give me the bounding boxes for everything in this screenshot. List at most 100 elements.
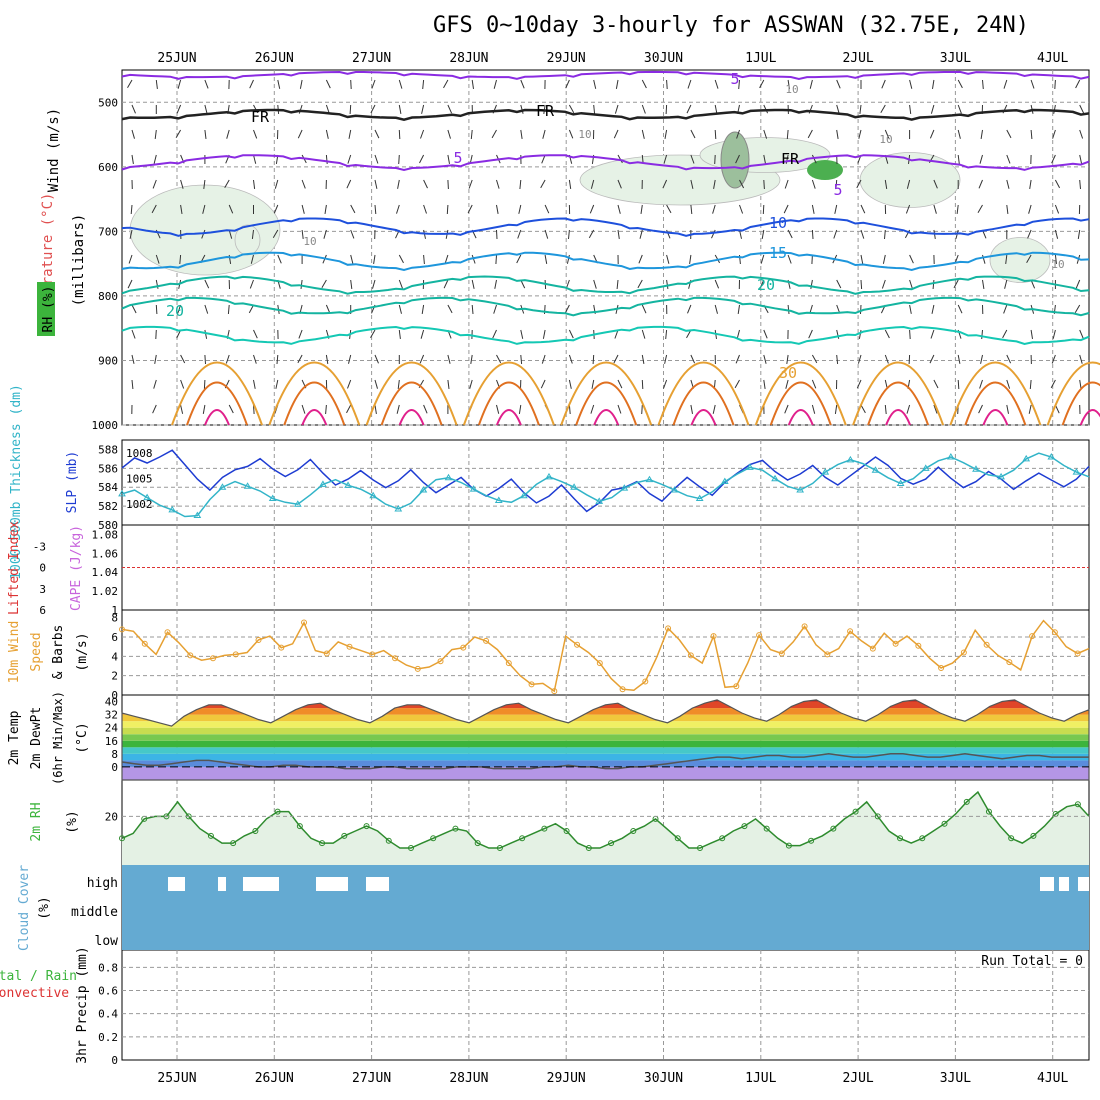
wind-barb [979, 379, 983, 389]
wind-barb [663, 379, 668, 389]
wind-barb [977, 204, 983, 214]
wind-barb [617, 204, 621, 214]
thickness-series-point [771, 474, 779, 482]
wind-barb [348, 354, 352, 364]
isotherm-warm [1046, 361, 1100, 426]
wind-barb [735, 354, 740, 364]
wind-barb [739, 204, 744, 214]
wind-barb [301, 229, 304, 239]
wind-barb [1006, 379, 1011, 389]
rh-shading [989, 237, 1051, 283]
wind-barb [593, 279, 597, 289]
rh-shading [807, 160, 843, 180]
wind-barb [420, 129, 425, 139]
isotherm-hottest [787, 409, 814, 426]
wind-barb [324, 204, 327, 214]
thickness-series-point [419, 486, 428, 493]
y-tick-label-wind: 6 [111, 631, 118, 644]
wind-barb [325, 79, 331, 89]
wind-barb [1054, 254, 1057, 264]
wind-barb [1053, 104, 1056, 114]
y-axis-label-wind: Wind (m/s) [46, 108, 62, 192]
wind-barb [370, 104, 376, 114]
date-label-top: 1JUL [745, 51, 776, 66]
wind-barb [662, 179, 668, 189]
isotherm-hottest [398, 409, 425, 426]
wind-barb [1004, 279, 1008, 289]
wind-barb [347, 154, 352, 164]
rh-series-point [741, 823, 748, 830]
rh-series-point [852, 808, 859, 815]
cloud-gap [316, 877, 341, 891]
thickness-series-point [746, 463, 754, 470]
wind-barb [203, 379, 206, 390]
wind-barb [152, 404, 157, 414]
cloud-level-label: low [95, 934, 119, 949]
wind-barb [884, 129, 890, 139]
wind10-series-point [505, 660, 512, 667]
y-tick-label-cape: 1.02 [92, 585, 119, 598]
wind-barb [1028, 404, 1032, 414]
temp-band [122, 740, 1089, 748]
cloud-gap [180, 877, 185, 891]
wind10-series-point [1029, 633, 1036, 640]
thickness-series-point [570, 483, 578, 490]
isotherm-hottest [1079, 409, 1100, 426]
thickness-series-point [243, 482, 252, 489]
wind-barb [155, 79, 158, 89]
wind-barb [517, 229, 522, 239]
wind-barb [1051, 354, 1056, 364]
y-axis-label-slp: SLP (mb) [65, 451, 80, 514]
wind-barb [373, 254, 376, 264]
wind-barb [496, 354, 502, 364]
isotherm-hot [672, 381, 735, 426]
wind-barb [1006, 204, 1009, 214]
wind-barb [1054, 204, 1060, 214]
wind-barb [155, 329, 157, 340]
isotherm-hot [769, 381, 832, 426]
wind-barb [690, 404, 693, 414]
wind10-series-point [801, 623, 808, 630]
wind10-series-point [483, 637, 490, 644]
wind-barb [347, 379, 352, 389]
slp-series [121, 449, 1090, 513]
wind-barb [690, 154, 695, 164]
wind-barb [929, 354, 935, 364]
rh-series-point [541, 825, 548, 832]
y-tick-label-wind: 4 [111, 650, 118, 663]
isotherm-warm [268, 361, 361, 426]
wind-barb [468, 179, 473, 189]
wind-barb [374, 404, 377, 414]
wind-barb [374, 379, 378, 389]
cloud-gap [341, 877, 348, 891]
wind10-series-point [187, 652, 194, 659]
wind-barb [447, 379, 450, 389]
wind-barb [783, 204, 789, 214]
rh-series-point [430, 835, 437, 842]
wind-barb [346, 179, 352, 189]
wind-barb [957, 354, 961, 364]
y-axis-label-cloud-cover: Cloud Cover [17, 865, 32, 951]
y-tick-label-precip: 0.6 [98, 985, 118, 998]
wind-barb [880, 104, 886, 114]
wind-barb [155, 279, 159, 289]
wind-barb [297, 129, 303, 139]
wind-barb [589, 204, 595, 214]
rh-series-point [1030, 832, 1037, 839]
rh-series-point [630, 828, 637, 834]
isotherm-hottest [690, 409, 717, 426]
wind-barb [905, 204, 911, 214]
wind-barb [786, 129, 789, 140]
thickness-series-point [118, 489, 126, 497]
wind-barb [275, 379, 279, 389]
wind-barb [565, 79, 570, 89]
wind-barb [1003, 79, 1008, 89]
wind-barb [541, 354, 546, 364]
wind-barb [495, 254, 497, 265]
wind-barb [666, 279, 669, 289]
thickness-series-point [218, 483, 227, 490]
wind-barb [860, 204, 866, 214]
contour-label: 15 [769, 244, 787, 262]
wind-barb [422, 79, 425, 90]
wind-barb [325, 354, 329, 364]
